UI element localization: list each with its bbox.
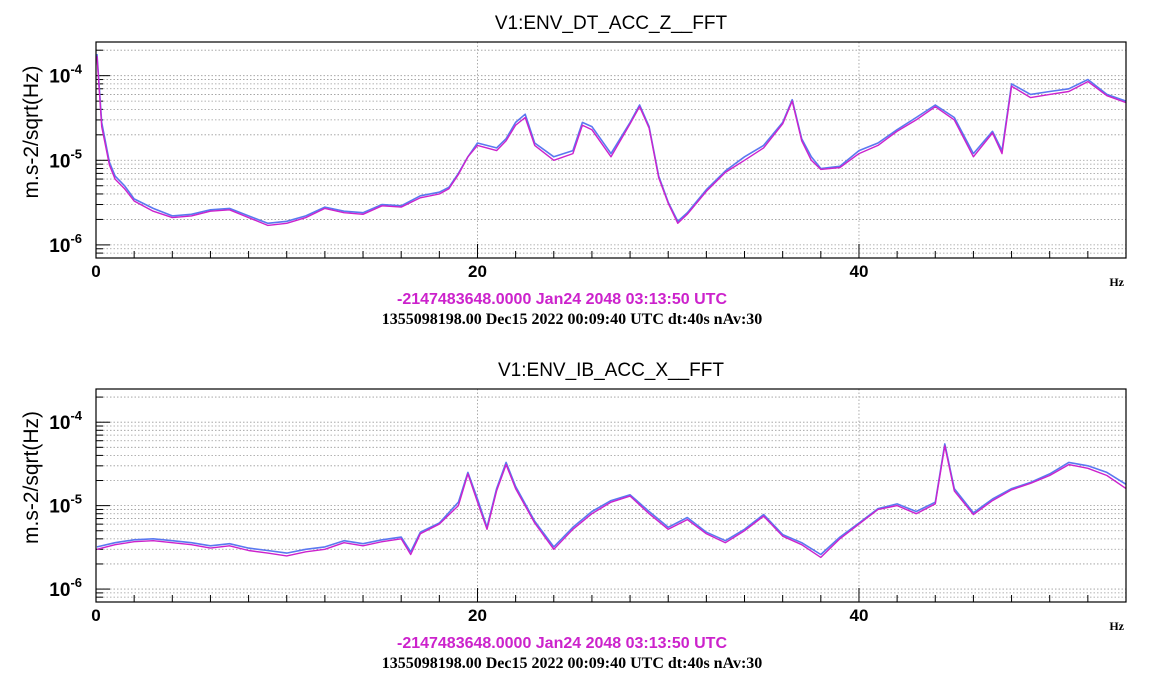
x-tick-label: 0	[91, 606, 100, 625]
series-line-reference	[96, 54, 1127, 225]
caption-reference-time: -2147483648.0000 Jan24 2048 03:13:50 UTC	[397, 291, 727, 308]
chart-title: V1:ENV_DT_ACC_Z__FFT	[495, 13, 728, 34]
plot-frame	[95, 41, 1127, 259]
caption-current-time: 1355098198.00 Dec15 2022 00:09:40 UTC dt…	[382, 311, 763, 328]
series-line-current	[96, 445, 1127, 559]
caption-reference-time: -2147483648.0000 Jan24 2048 03:13:50 UTC	[397, 635, 727, 652]
chart-panel-2: V1:ENV_IB_ACC_X__FFT 10-6 10-5 10-4 0 20 40 Hz m…	[20, 360, 1127, 672]
y-axis-label: m.s-2/sqrt(Hz)	[20, 66, 43, 199]
x-tick-label: 40	[850, 606, 869, 625]
y-tick-label: 10-5	[49, 492, 82, 518]
y-tick-label: 10-6	[49, 231, 82, 257]
x-axis-unit: Hz	[1109, 275, 1124, 289]
x-tick-label: 20	[468, 262, 487, 281]
x-tick-label: 40	[850, 262, 869, 281]
y-tick-label: 10-5	[49, 146, 82, 172]
x-axis-unit: Hz	[1109, 619, 1124, 633]
y-tick-label: 10-4	[49, 408, 82, 434]
chart-panel-1: V1:ENV_DT_ACC_Z__FFT 10-6 10-5 10-4 0 20 40 Hz m…	[20, 13, 1127, 328]
series-line-current	[96, 56, 1127, 227]
plot-frame	[95, 388, 1127, 603]
y-axis-label: m.s-2/sqrt(Hz)	[20, 411, 43, 544]
y-tick-label: 10-6	[49, 575, 82, 601]
series-line-reference	[96, 443, 1127, 556]
x-tick-label: 0	[91, 262, 100, 281]
grid	[95, 389, 1127, 603]
x-tick-label: 20	[468, 606, 487, 625]
caption-current-time: 1355098198.00 Dec15 2022 00:09:40 UTC dt…	[382, 655, 763, 672]
y-tick-label: 10-4	[49, 62, 82, 88]
chart-title: V1:ENV_IB_ACC_X__FFT	[498, 360, 724, 381]
